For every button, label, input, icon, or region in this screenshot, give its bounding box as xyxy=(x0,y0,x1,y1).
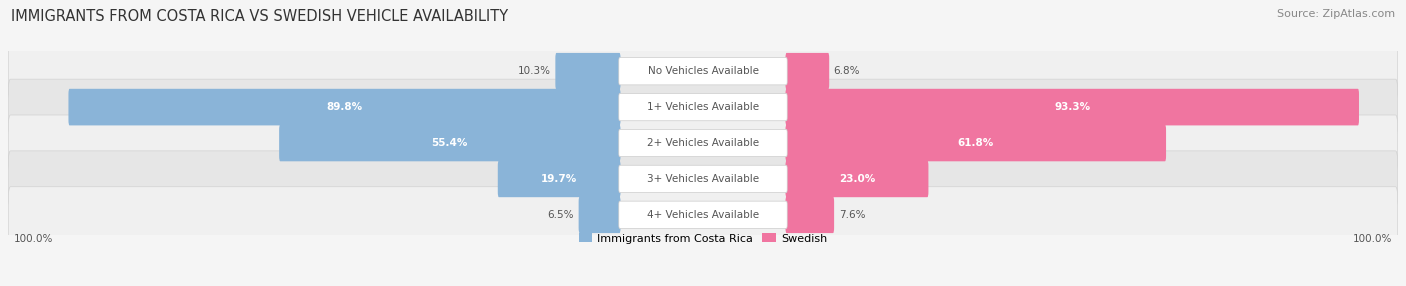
Text: 61.8%: 61.8% xyxy=(957,138,994,148)
FancyBboxPatch shape xyxy=(8,151,1398,207)
Text: 10.3%: 10.3% xyxy=(517,66,551,76)
Text: Source: ZipAtlas.com: Source: ZipAtlas.com xyxy=(1277,9,1395,19)
Text: 23.0%: 23.0% xyxy=(839,174,875,184)
FancyBboxPatch shape xyxy=(619,165,787,192)
FancyBboxPatch shape xyxy=(555,53,620,90)
FancyBboxPatch shape xyxy=(619,57,787,85)
FancyBboxPatch shape xyxy=(8,187,1398,243)
Text: 89.8%: 89.8% xyxy=(326,102,363,112)
FancyBboxPatch shape xyxy=(786,89,1360,126)
Text: 55.4%: 55.4% xyxy=(432,138,468,148)
Text: 100.0%: 100.0% xyxy=(14,234,53,244)
FancyBboxPatch shape xyxy=(786,160,928,197)
Text: 6.8%: 6.8% xyxy=(834,66,860,76)
Text: 2+ Vehicles Available: 2+ Vehicles Available xyxy=(647,138,759,148)
Text: 100.0%: 100.0% xyxy=(1353,234,1392,244)
FancyBboxPatch shape xyxy=(69,89,620,126)
FancyBboxPatch shape xyxy=(8,43,1398,99)
FancyBboxPatch shape xyxy=(8,79,1398,135)
Text: IMMIGRANTS FROM COSTA RICA VS SWEDISH VEHICLE AVAILABILITY: IMMIGRANTS FROM COSTA RICA VS SWEDISH VE… xyxy=(11,9,509,23)
Text: 6.5%: 6.5% xyxy=(547,210,574,220)
FancyBboxPatch shape xyxy=(619,94,787,121)
Text: 19.7%: 19.7% xyxy=(541,174,578,184)
Text: 93.3%: 93.3% xyxy=(1054,102,1090,112)
Text: 4+ Vehicles Available: 4+ Vehicles Available xyxy=(647,210,759,220)
FancyBboxPatch shape xyxy=(280,125,620,161)
FancyBboxPatch shape xyxy=(8,115,1398,171)
Text: 7.6%: 7.6% xyxy=(838,210,865,220)
FancyBboxPatch shape xyxy=(786,53,830,90)
FancyBboxPatch shape xyxy=(579,196,620,233)
Text: 3+ Vehicles Available: 3+ Vehicles Available xyxy=(647,174,759,184)
Text: No Vehicles Available: No Vehicles Available xyxy=(648,66,758,76)
FancyBboxPatch shape xyxy=(786,196,834,233)
FancyBboxPatch shape xyxy=(498,160,620,197)
FancyBboxPatch shape xyxy=(619,129,787,157)
Legend: Immigrants from Costa Rica, Swedish: Immigrants from Costa Rica, Swedish xyxy=(579,233,827,244)
FancyBboxPatch shape xyxy=(786,125,1166,161)
FancyBboxPatch shape xyxy=(619,201,787,229)
Text: 1+ Vehicles Available: 1+ Vehicles Available xyxy=(647,102,759,112)
